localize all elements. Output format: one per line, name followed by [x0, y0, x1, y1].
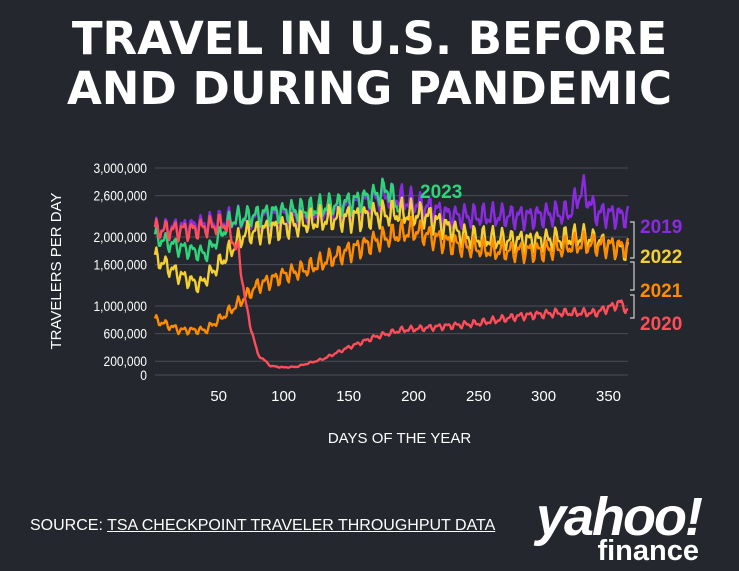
label-bracket	[630, 294, 635, 319]
logo-brand: yahoo!	[535, 487, 703, 547]
source-prefix: SOURCE:	[30, 517, 108, 534]
x-tick-label: 200	[401, 388, 426, 405]
y-tick-label: 3,000,000	[93, 160, 147, 176]
y-tick-label: 200,000	[104, 353, 147, 369]
logo-sub: finance	[597, 535, 699, 567]
series-label-2023: 2023	[420, 182, 462, 203]
source-note: SOURCE: TSA CHECKPOINT TRAVELER THROUGHP…	[30, 514, 500, 538]
series-line-2020	[153, 213, 629, 369]
series-line-2023	[153, 177, 400, 263]
x-tick-label: 100	[271, 388, 296, 405]
y-tick-label: 2,000,000	[93, 229, 147, 245]
series-label-2020: 2020	[640, 314, 682, 335]
x-tick-label: 300	[531, 388, 556, 405]
y-axis-title: TRAVELERS PER DAY	[48, 193, 65, 350]
series-label-2019: 2019	[640, 217, 682, 238]
x-tick-label: 150	[336, 388, 361, 405]
series-label-2022: 2022	[640, 247, 682, 268]
series-label-2021: 2021	[640, 281, 683, 302]
x-tick-label: 350	[596, 388, 621, 405]
x-tick-label: 50	[210, 388, 227, 405]
y-tick-label: 1,000,000	[93, 298, 147, 314]
title-line-2: AND DURING PANDEMIC	[66, 62, 673, 115]
yahoo-finance-logo: yahoo! finance	[511, 490, 703, 568]
label-bracket	[630, 221, 635, 259]
y-tick-label: 600,000	[104, 326, 147, 342]
chart-title: TRAVEL IN U.S. BEFORE AND DURING PANDEMI…	[0, 14, 739, 114]
title-line-1: TRAVEL IN U.S. BEFORE	[71, 12, 668, 65]
label-bracket	[630, 261, 635, 291]
source-link[interactable]: TSA CHECKPOINT TRAVELER THROUGHPUT DATA	[107, 517, 496, 534]
x-tick-label: 250	[466, 388, 491, 405]
y-tick-label: 2,600,000	[93, 188, 147, 204]
series-line-2021	[153, 215, 630, 336]
y-tick-label: 1,600,000	[93, 257, 147, 273]
x-axis-title: DAYS OF THE YEAR	[328, 430, 472, 447]
y-tick-label: 0	[140, 367, 147, 383]
series-line-2022	[153, 196, 630, 294]
